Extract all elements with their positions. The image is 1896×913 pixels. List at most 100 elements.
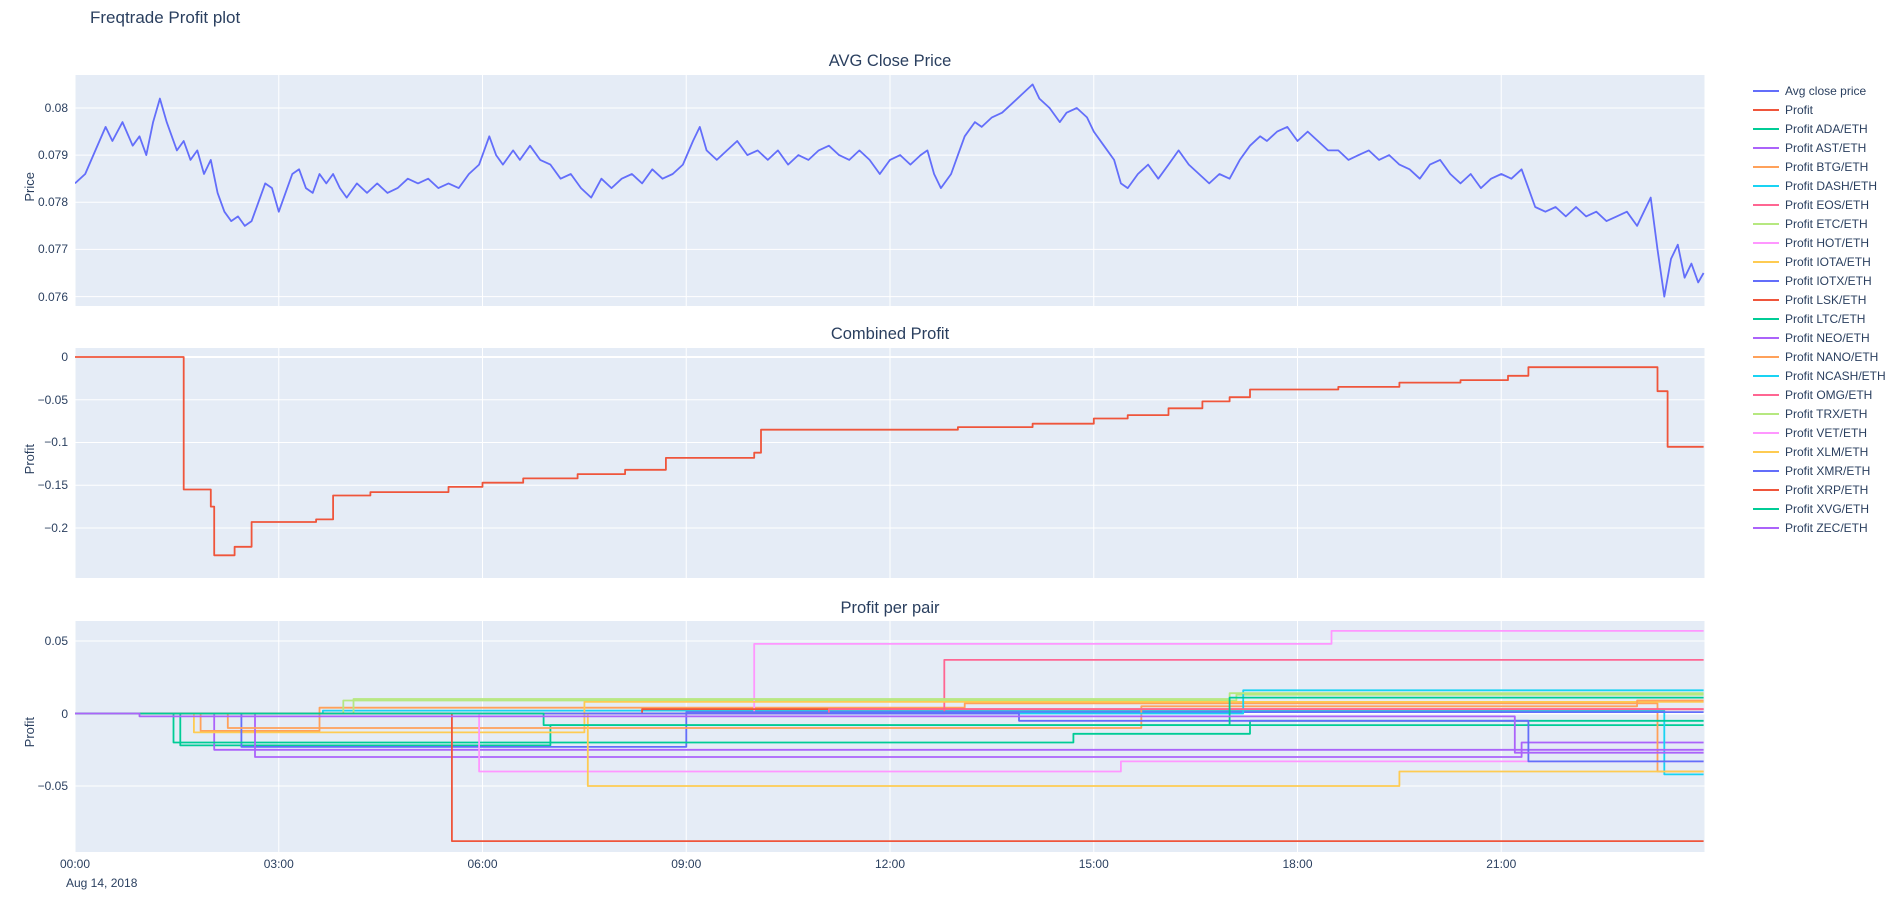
x-tick-label: 18:00: [1282, 857, 1313, 871]
y-tick-label: 0: [61, 706, 68, 721]
combined-profit-chart[interactable]: [75, 348, 1705, 578]
legend-item-label: Profit XLM/ETH: [1785, 444, 1869, 459]
legend-item-label: Profit XVG/ETH: [1785, 501, 1870, 516]
legend-item-profit-xvg-eth[interactable]: Profit XVG/ETH: [1753, 499, 1886, 518]
legend-swatch-line-icon: [1753, 89, 1779, 92]
legend-item-label: Profit BTG/ETH: [1785, 159, 1869, 174]
legend-item-label: Profit IOTA/ETH: [1785, 254, 1871, 269]
legend-swatch-line-icon: [1753, 374, 1779, 377]
x-tick-label: 12:00: [874, 857, 906, 871]
legend-item-label: Profit LSK/ETH: [1785, 292, 1867, 307]
legend-swatch-line-icon: [1753, 317, 1779, 320]
legend-item-label: Profit AST/ETH: [1785, 140, 1867, 155]
legend-item-profit-xrp-eth[interactable]: Profit XRP/ETH: [1753, 480, 1886, 499]
x-tick-label: 09:00: [671, 857, 702, 871]
legend-item-profit-lsk-eth[interactable]: Profit LSK/ETH: [1753, 290, 1886, 309]
legend-item-profit-ncash-eth[interactable]: Profit NCASH/ETH: [1753, 366, 1886, 385]
subplot-title-profit-per-pair: Profit per pair: [840, 599, 940, 617]
legend-item-label: Profit ZEC/ETH: [1785, 520, 1868, 535]
legend-item-profit-xmr-eth[interactable]: Profit XMR/ETH: [1753, 461, 1886, 480]
legend-item-label: Profit XMR/ETH: [1785, 463, 1871, 478]
legend-item-label: Profit OMG/ETH: [1785, 387, 1873, 402]
legend-item-label: Profit EOS/ETH: [1785, 197, 1870, 212]
legend-swatch-line-icon: [1753, 526, 1779, 529]
legend-item-profit-eos-eth[interactable]: Profit EOS/ETH: [1753, 195, 1886, 214]
legend-item-profit-iota-eth[interactable]: Profit IOTA/ETH: [1753, 252, 1886, 271]
legend-item-label: Profit DASH/ETH: [1785, 178, 1878, 193]
legend-swatch-line-icon: [1753, 507, 1779, 510]
y-tick-label: −0.1: [44, 435, 68, 450]
legend-item-label: Profit NEO/ETH: [1785, 330, 1870, 345]
y-tick-label: 0.076: [37, 289, 68, 304]
legend-item-profit-dash-eth[interactable]: Profit DASH/ETH: [1753, 176, 1886, 195]
legend-swatch-line-icon: [1753, 108, 1779, 111]
legend-item-profit-ltc-eth[interactable]: Profit LTC/ETH: [1753, 309, 1886, 328]
legend-item-label: Profit VET/ETH: [1785, 425, 1868, 440]
legend-item-profit-etc-eth[interactable]: Profit ETC/ETH: [1753, 214, 1886, 233]
y-axis-label-profit-pairs: Profit: [22, 717, 37, 748]
legend-swatch-line-icon: [1753, 412, 1779, 415]
y-tick-label: −0.05: [37, 392, 68, 407]
legend-swatch-line-icon: [1753, 260, 1779, 263]
y-tick-label: 0.078: [37, 195, 68, 210]
legend-item-label: Profit TRX/ETH: [1785, 406, 1868, 421]
legend-item-profit-hot-eth[interactable]: Profit HOT/ETH: [1753, 233, 1886, 252]
page-title: Freqtrade Profit plot: [90, 8, 241, 27]
legend-swatch-line-icon: [1753, 355, 1779, 358]
y-tick-label: 0: [61, 349, 68, 364]
avg-close-price-chart[interactable]: [75, 75, 1705, 306]
subplot-title-combined-profit: Combined Profit: [830, 325, 950, 343]
legend-swatch-line-icon: [1753, 184, 1779, 187]
y-tick-label: −0.05: [37, 779, 68, 794]
legend-item-profit-neo-eth[interactable]: Profit NEO/ETH: [1753, 328, 1886, 347]
legend-swatch-line-icon: [1753, 222, 1779, 225]
legend-item-label: Profit XRP/ETH: [1785, 482, 1869, 497]
legend-swatch-line-icon: [1753, 469, 1779, 472]
legend-item-profit-ast-eth[interactable]: Profit AST/ETH: [1753, 138, 1886, 157]
legend-item-profit-ada-eth[interactable]: Profit ADA/ETH: [1753, 119, 1886, 138]
legend-item-profit-iotx-eth[interactable]: Profit IOTX/ETH: [1753, 271, 1886, 290]
legend-swatch-line-icon: [1753, 488, 1779, 491]
legend-item-label: Profit NCASH/ETH: [1785, 368, 1886, 383]
legend-item-label: Profit HOT/ETH: [1785, 235, 1870, 250]
x-tick-label: 00:00: [59, 857, 91, 871]
legend-item-profit-xlm-eth[interactable]: Profit XLM/ETH: [1753, 442, 1886, 461]
legend-item-profit[interactable]: Profit: [1753, 100, 1886, 119]
legend-swatch-line-icon: [1753, 431, 1779, 434]
x-axis-date-label: Aug 14, 2018: [66, 876, 138, 890]
legend-swatch-line-icon: [1753, 127, 1779, 130]
legend-item-label: Profit ETC/ETH: [1785, 216, 1868, 231]
profit-per-pair-chart[interactable]: [75, 621, 1705, 852]
y-tick-label: 0.077: [37, 242, 68, 257]
legend-swatch-line-icon: [1753, 450, 1779, 453]
legend-swatch-line-icon: [1753, 203, 1779, 206]
legend-item-label: Avg close price: [1785, 83, 1867, 98]
legend-swatch-line-icon: [1753, 298, 1779, 301]
legend-item-profit-omg-eth[interactable]: Profit OMG/ETH: [1753, 385, 1886, 404]
legend-item-profit-vet-eth[interactable]: Profit VET/ETH: [1753, 423, 1886, 442]
legend-item-profit-btg-eth[interactable]: Profit BTG/ETH: [1753, 157, 1886, 176]
x-tick-label: 15:00: [1078, 857, 1109, 871]
x-tick-label: 03:00: [263, 857, 294, 871]
legend-item-label: Profit ADA/ETH: [1785, 121, 1868, 136]
x-tick-label: 21:00: [1486, 857, 1517, 871]
legend-item-profit-zec-eth[interactable]: Profit ZEC/ETH: [1753, 518, 1886, 537]
legend-item-label: Profit LTC/ETH: [1785, 311, 1866, 326]
legend-swatch-line-icon: [1753, 279, 1779, 282]
legend-item-avg-close-price[interactable]: Avg close price: [1753, 81, 1886, 100]
legend-item-label: Profit: [1785, 102, 1814, 117]
legend-swatch-line-icon: [1753, 241, 1779, 244]
x-tick-label: 06:00: [467, 857, 498, 871]
subplot-title-avg-close-price: AVG Close Price: [828, 52, 952, 70]
legend-swatch-line-icon: [1753, 336, 1779, 339]
y-tick-label: 0.08: [44, 101, 68, 115]
legend-item-profit-nano-eth[interactable]: Profit NANO/ETH: [1753, 347, 1886, 366]
y-tick-label: −0.2: [44, 520, 68, 535]
legend-item-label: Profit IOTX/ETH: [1785, 273, 1872, 288]
legend-swatch-line-icon: [1753, 146, 1779, 149]
legend-item-profit-trx-eth[interactable]: Profit TRX/ETH: [1753, 404, 1886, 423]
legend-item-label: Profit NANO/ETH: [1785, 349, 1879, 364]
legend-swatch-line-icon: [1753, 393, 1779, 396]
y-tick-label: −0.15: [37, 478, 68, 493]
